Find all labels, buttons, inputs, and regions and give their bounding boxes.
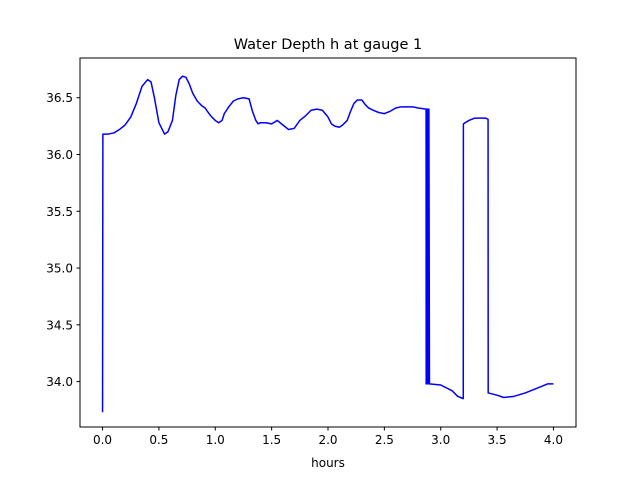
x-tick-label: 3.5 <box>488 433 507 447</box>
x-axis: 0.0 0.5 1.0 1.5 2.0 2.5 3.0 3.5 4.0 <box>93 427 563 447</box>
chart-title: Water Depth h at gauge 1 <box>234 37 422 53</box>
y-tick-label: 36.5 <box>46 91 73 105</box>
y-tick-label: 35.0 <box>46 262 73 276</box>
x-tick-label: 4.0 <box>544 433 563 447</box>
y-tick-label: 35.5 <box>46 205 73 219</box>
x-tick-label: 1.5 <box>262 433 281 447</box>
x-axis-label: hours <box>311 456 345 470</box>
x-tick-label: 3.0 <box>431 433 450 447</box>
x-tick-label: 0.0 <box>93 433 112 447</box>
y-tick-label: 34.5 <box>46 318 73 332</box>
x-tick-label: 1.0 <box>206 433 225 447</box>
x-tick-label: 0.5 <box>149 433 168 447</box>
series-layer <box>101 75 554 413</box>
y-axis: 34.0 34.5 35.0 35.5 36.0 36.5 <box>46 91 80 389</box>
series-line <box>101 75 554 413</box>
y-tick-label: 34.0 <box>46 375 73 389</box>
y-tick-label: 36.0 <box>46 148 73 162</box>
x-tick-label: 2.5 <box>375 433 394 447</box>
x-tick-label: 2.0 <box>318 433 337 447</box>
